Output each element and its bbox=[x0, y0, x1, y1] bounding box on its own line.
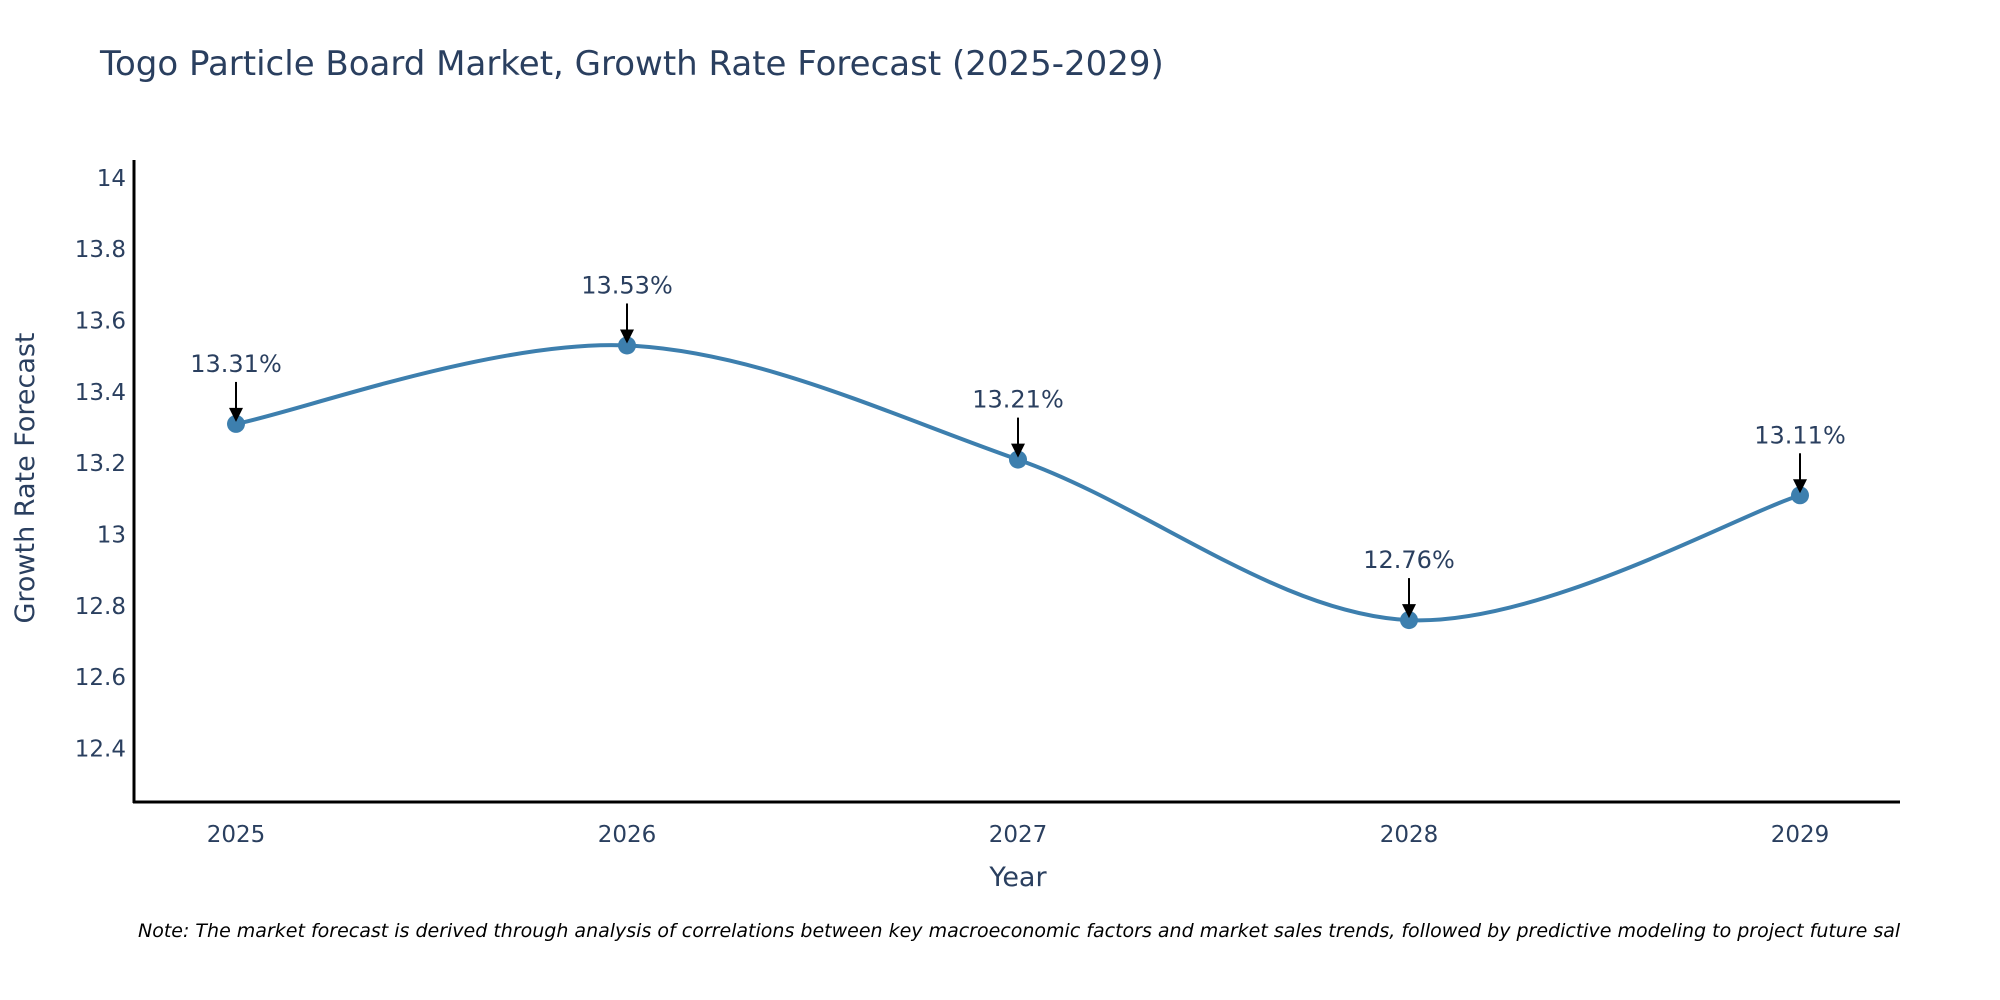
y-tick-label: 13.8 bbox=[75, 237, 126, 263]
y-tick-label: 14 bbox=[97, 166, 126, 192]
chart-title: Togo Particle Board Market, Growth Rate … bbox=[100, 44, 1164, 84]
x-tick-label: 2026 bbox=[598, 822, 657, 848]
data-label-2027: 13.21% bbox=[972, 386, 1064, 414]
annotation-arrowhead bbox=[229, 407, 243, 422]
y-tick-label: 13.4 bbox=[75, 380, 126, 406]
annotation-arrowhead bbox=[1793, 479, 1807, 494]
annotation-arrowhead bbox=[620, 329, 634, 344]
data-point-2025[interactable] bbox=[227, 414, 245, 433]
data-point-2027[interactable] bbox=[1009, 450, 1027, 469]
x-tick-label: 2028 bbox=[1380, 822, 1439, 848]
data-point-2028[interactable] bbox=[1400, 611, 1418, 630]
y-tick-label: 13.2 bbox=[75, 451, 126, 477]
x-tick-label: 2029 bbox=[1771, 822, 1830, 848]
annotation-arrowhead bbox=[1011, 443, 1025, 458]
y-tick-label: 13 bbox=[97, 523, 126, 549]
data-labels: 13.31% 13.53% 13.21% 12.76% 13.11% bbox=[190, 271, 1846, 619]
x-axis: 2025 2026 2027 2028 2029 bbox=[133, 800, 1900, 848]
y-tick-label: 12.8 bbox=[75, 594, 126, 620]
x-axis-title: Year bbox=[988, 862, 1047, 893]
footnote: Note: The market forecast is derived thr… bbox=[138, 920, 1901, 942]
data-label-2025: 13.31% bbox=[190, 350, 282, 378]
y-tick-label: 12.4 bbox=[75, 737, 126, 763]
data-point-2029[interactable] bbox=[1791, 486, 1809, 505]
data-point-2026[interactable] bbox=[618, 336, 636, 355]
y-axis: 12.4 12.6 12.8 13 13.2 13.4 13.6 13.8 14 bbox=[75, 160, 136, 803]
data-label-2028: 12.76% bbox=[1363, 546, 1455, 574]
data-label-2026: 13.53% bbox=[581, 271, 673, 299]
x-tick-label: 2027 bbox=[989, 822, 1048, 848]
y-axis-title: Growth Rate Forecast bbox=[10, 332, 41, 623]
data-label-2029: 13.11% bbox=[1754, 421, 1846, 449]
series-growth-rate bbox=[227, 336, 1809, 630]
x-tick-label: 2025 bbox=[207, 822, 266, 848]
annotation-arrowhead bbox=[1402, 604, 1416, 619]
y-tick-label: 13.6 bbox=[75, 309, 126, 335]
y-tick-label: 12.6 bbox=[75, 665, 126, 691]
